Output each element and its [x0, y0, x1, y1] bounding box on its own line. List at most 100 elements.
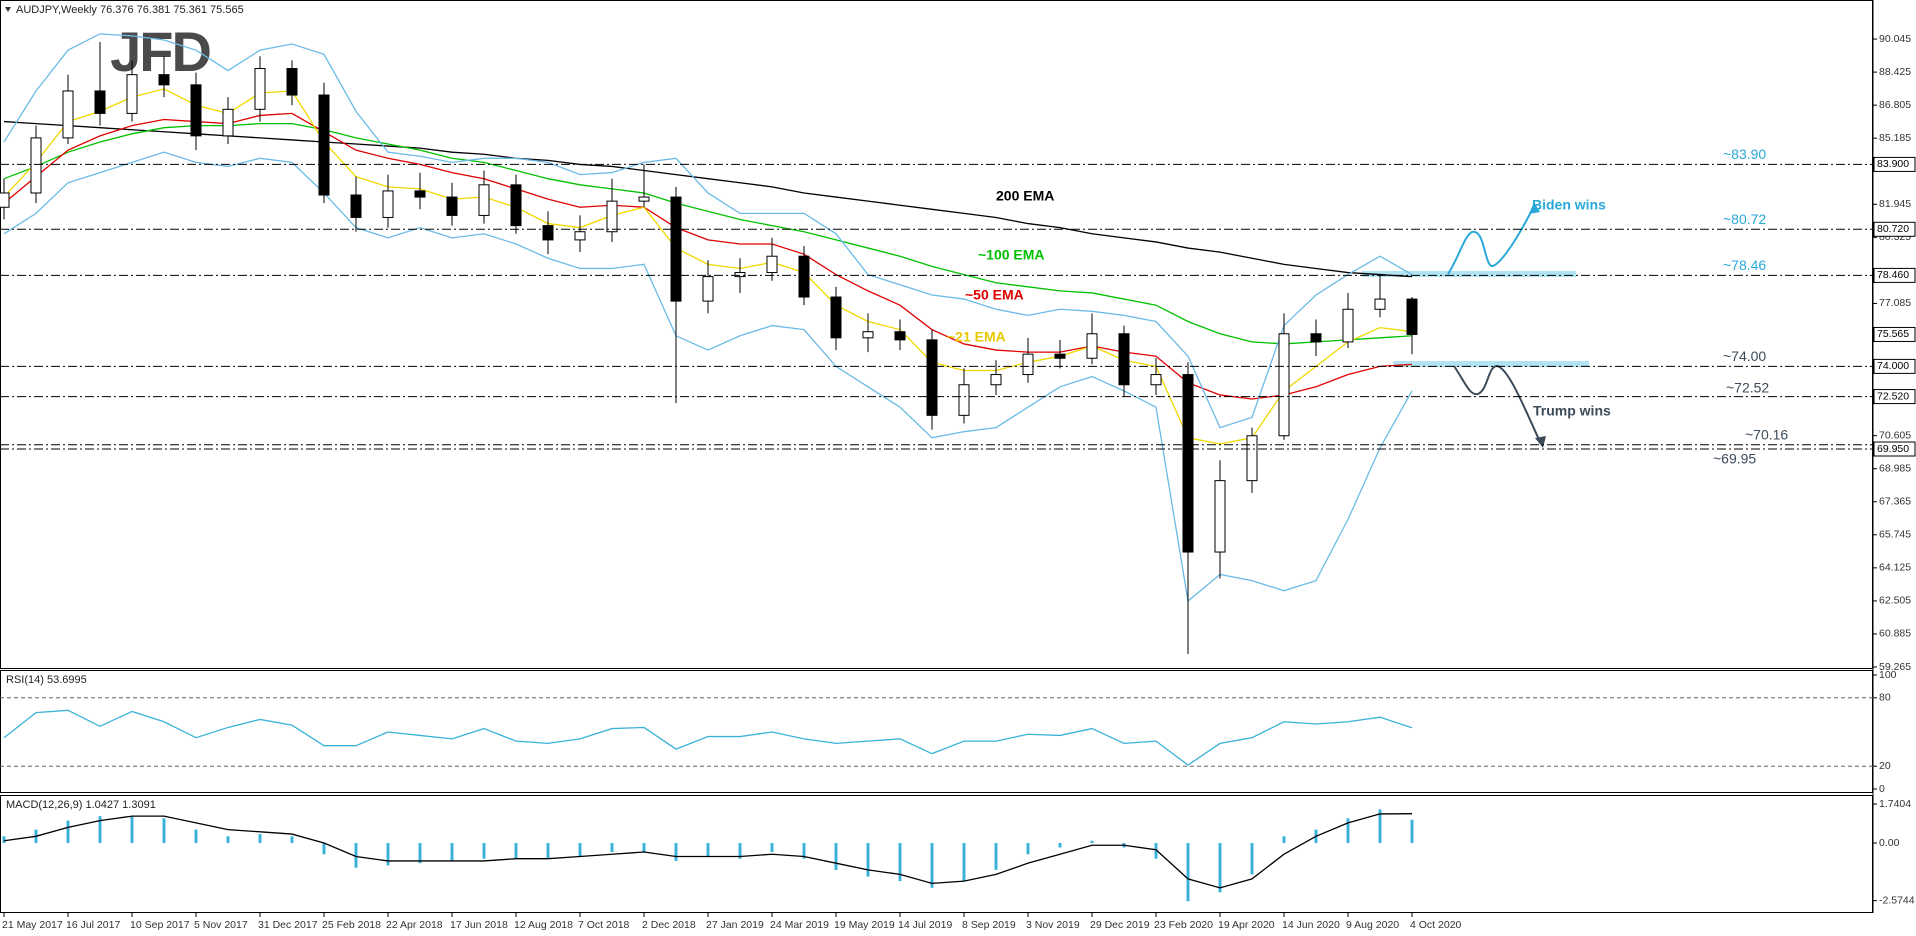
x-tick-label: 22 Apr 2018 — [386, 919, 443, 931]
candle-body — [30, 137, 42, 194]
candle-body — [862, 331, 874, 339]
menu-triangle — [5, 7, 11, 12]
candle-body — [286, 68, 298, 96]
candle-body — [1214, 480, 1226, 553]
macd-bar — [1282, 836, 1286, 844]
y-tick-label: 77.085 — [1879, 297, 1911, 309]
y-tick-label: 67.365 — [1879, 496, 1911, 508]
y-tick-label: 59.265 — [1879, 661, 1911, 673]
x-tick-label: 19 May 2019 — [834, 919, 895, 931]
macd-bar — [1154, 843, 1158, 859]
x-tick-label: 4 Oct 2020 — [1410, 919, 1462, 931]
y-tick-label: 80 — [1879, 692, 1891, 704]
candle-body — [414, 190, 426, 198]
x-tick-label: 23 Feb 2020 — [1154, 919, 1213, 931]
price-box — [1873, 156, 1916, 172]
candle-body — [1054, 353, 1066, 359]
candle-body — [318, 94, 330, 196]
series-label: ~21 EMA — [947, 329, 1006, 345]
macd-bar — [482, 843, 486, 859]
x-tick-label: 8 Sep 2019 — [962, 919, 1016, 931]
macd-bar — [418, 843, 422, 864]
series-label: ~50 EMA — [965, 287, 1024, 303]
candle-body — [190, 84, 202, 137]
ema-line — [3, 120, 1413, 278]
bollinger-band — [3, 151, 1413, 603]
candle-body — [0, 192, 10, 208]
candle-body — [1374, 298, 1386, 310]
main-title: AUDJPY,Weekly 76.376 76.381 75.361 75.56… — [16, 4, 244, 16]
last-price-box — [1873, 326, 1916, 342]
candle-body — [574, 231, 586, 241]
macd-panel — [0, 795, 1873, 913]
signal-line — [3, 813, 1413, 889]
candle-body — [958, 384, 970, 416]
rsi-title: RSI(14) 53.6995 — [6, 674, 87, 686]
ema-line — [3, 122, 1413, 345]
level-note: ~80.72 — [1723, 211, 1766, 227]
macd-bar — [1378, 809, 1382, 844]
y-tick-label: 62.505 — [1879, 595, 1911, 607]
candle-body — [926, 339, 938, 416]
price-box — [1873, 389, 1916, 405]
x-tick-label: 17 Jun 2018 — [450, 919, 508, 931]
candle-body — [1086, 333, 1098, 359]
biden-arrowhead — [1529, 202, 1540, 214]
y-tick-label: 88.425 — [1879, 66, 1911, 78]
price-box — [1873, 267, 1916, 283]
price-box — [1873, 441, 1916, 457]
macd-bar — [1410, 819, 1414, 844]
macd-bar — [802, 843, 806, 859]
macd-bar — [1218, 843, 1222, 893]
price-box — [1873, 358, 1916, 374]
candle-body — [1150, 374, 1162, 386]
macd-bar — [322, 843, 326, 855]
candle-body — [1278, 333, 1290, 437]
x-tick-label: 2 Dec 2018 — [642, 919, 696, 931]
candle-body — [126, 74, 138, 114]
x-tick-label: 12 Aug 2018 — [514, 919, 573, 931]
y-tick-label: 20 — [1879, 760, 1891, 772]
annotation: Biden wins — [1532, 197, 1606, 213]
y-tick-label: 60.885 — [1879, 628, 1911, 640]
last-price-label: 75.565 — [1877, 328, 1909, 340]
macd-bar — [1090, 840, 1094, 844]
candle-body — [542, 225, 554, 241]
candle-body — [990, 374, 1002, 386]
price-box-label: 72.520 — [1877, 390, 1909, 402]
macd-bar — [610, 843, 614, 852]
candle-body — [1310, 333, 1322, 343]
x-tick-label: 16 Jul 2017 — [66, 919, 120, 931]
x-tick-label: 24 Mar 2019 — [770, 919, 829, 931]
y-tick-label: 1.7404 — [1879, 798, 1911, 810]
level-note: ~70.16 — [1745, 426, 1788, 442]
macd-bar — [162, 818, 166, 844]
trump-arrow — [1453, 364, 1542, 445]
y-tick-label: 85.185 — [1879, 132, 1911, 144]
price-box — [1873, 221, 1916, 237]
price-box-label: 83.900 — [1877, 158, 1909, 170]
macd-bar — [834, 843, 838, 870]
candle-body — [1118, 333, 1130, 386]
candle-body — [702, 276, 714, 302]
y-tick-label: 65.745 — [1879, 529, 1911, 541]
candle-body — [830, 296, 842, 339]
macd-title: MACD(12,26,9) 1.0427 1.3091 — [6, 799, 156, 811]
x-tick-label: 3 Nov 2019 — [1026, 919, 1080, 931]
level-note: ~74.00 — [1723, 348, 1766, 364]
annotation: Trump wins — [1533, 403, 1611, 419]
macd-bar — [1026, 843, 1030, 855]
resistance-zone — [1362, 271, 1576, 277]
level-note: ~69.95 — [1713, 451, 1756, 467]
candle-body — [254, 68, 266, 110]
price-box-label: 74.000 — [1877, 360, 1909, 372]
macd-bar — [578, 843, 582, 857]
candle-body — [766, 255, 778, 274]
support-zone — [1393, 361, 1589, 367]
price-box-label: 69.950 — [1877, 443, 1909, 455]
y-tick-label: 70.605 — [1879, 429, 1911, 441]
candle-body — [734, 272, 746, 278]
y-tick-label: 0 — [1879, 783, 1885, 795]
x-tick-label: 29 Dec 2019 — [1090, 919, 1150, 931]
